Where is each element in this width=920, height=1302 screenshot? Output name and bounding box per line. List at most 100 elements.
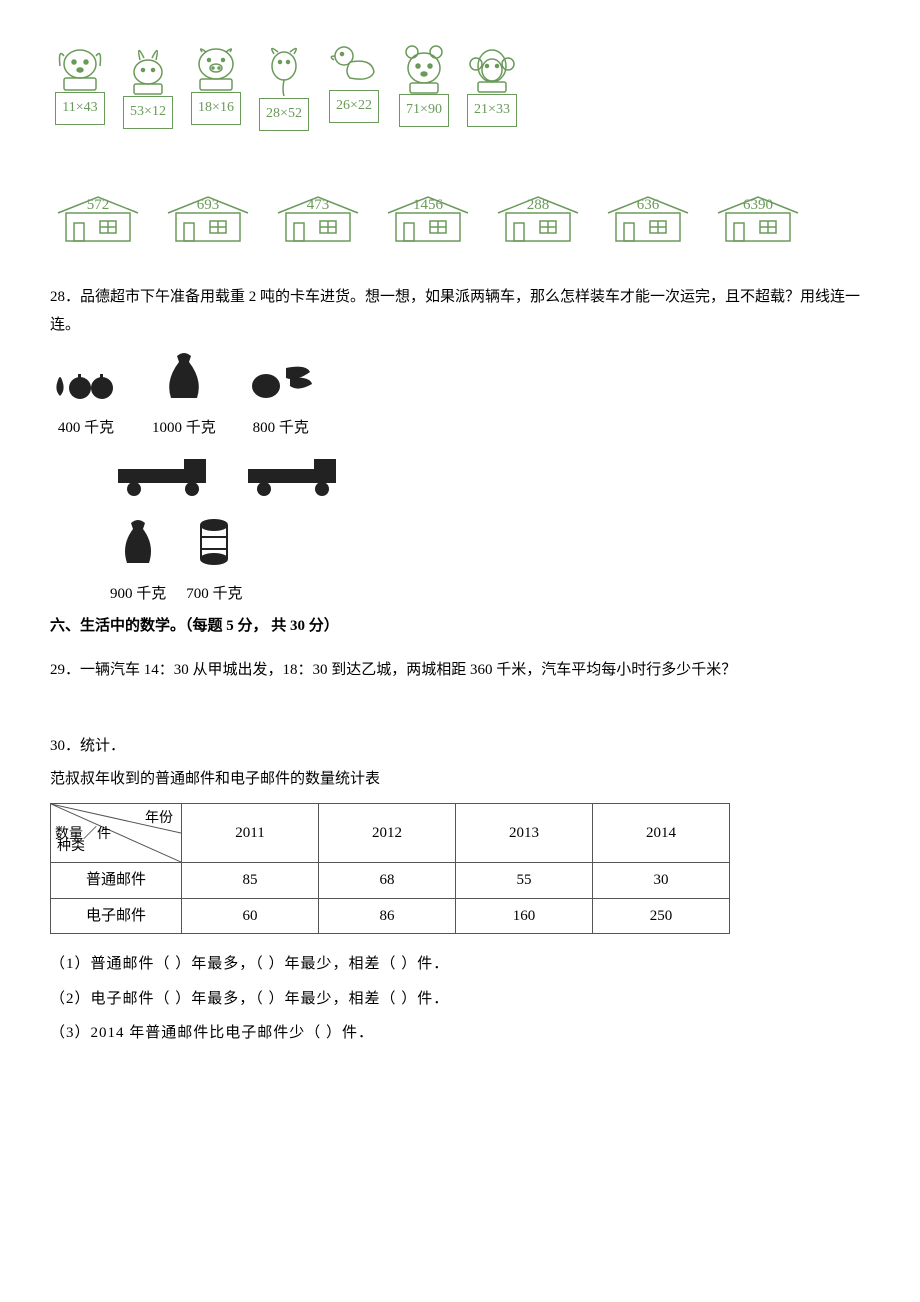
equation-label: 53×12 <box>123 96 173 129</box>
equation-label: 18×16 <box>191 92 241 125</box>
house-item: 636 <box>600 191 696 247</box>
cell: 85 <box>182 863 319 899</box>
good-sack2: 900 千克 <box>110 517 166 608</box>
svg-text:288: 288 <box>527 197 550 213</box>
goods-row-bottom: 900 千克 700 千克 <box>110 517 870 608</box>
svg-text:6390: 6390 <box>743 197 773 213</box>
good-veg: 800 千克 <box>246 358 316 443</box>
q29-body: 一辆汽车 14：30 从甲城出发，18：30 到达乙城，两城相距 360 千米，… <box>80 662 736 678</box>
equation-label: 21×33 <box>467 94 517 127</box>
year-header: 2012 <box>319 804 456 863</box>
table-header-row: 年份 数量／件 种类 2011 2012 2013 2014 <box>51 804 730 863</box>
house-icon: 288 <box>490 191 586 247</box>
table-row: 普通邮件 85 68 55 30 <box>51 863 730 899</box>
year-header: 2011 <box>182 804 319 863</box>
animal-goat: 28×52 <box>254 40 314 131</box>
animal-duck: 26×22 <box>322 40 386 131</box>
q30-sub2: （2）电子邮件（ ）年最多，（ ）年最少，相差（ ）件． <box>50 985 870 1014</box>
q28-number: 28． <box>50 289 80 305</box>
weight-label: 900 千克 <box>110 580 166 609</box>
truck-icon <box>240 451 350 510</box>
equation-label: 71×90 <box>399 94 449 127</box>
q28-text: 28．品德超市下午准备用载重 2 吨的卡车进货。想一想，如果派两辆车，那么怎样装… <box>50 283 870 340</box>
diag-bottom: 种类 <box>57 834 85 861</box>
equation-label: 26×22 <box>329 90 379 123</box>
q30-sub1: （1）普通邮件（ ）年最多，（ ）年最少，相差（ ）件． <box>50 950 870 979</box>
good-sack: 1000 千克 <box>152 350 216 443</box>
weight-label: 400 千克 <box>58 414 114 443</box>
good-fruit: 400 千克 <box>50 362 122 443</box>
weight-label: 1000 千克 <box>152 414 216 443</box>
cell: 160 <box>456 898 593 934</box>
sack-icon <box>159 350 209 413</box>
animal-pig: 18×16 <box>186 40 246 131</box>
equation-label: 11×43 <box>55 92 104 125</box>
year-header: 2014 <box>593 804 730 863</box>
fruit-icon <box>50 362 122 413</box>
section-6-title-text: 六、生活中的数学。（每题 5 分， 共 30 分） <box>50 618 339 634</box>
svg-text:1456: 1456 <box>413 197 444 213</box>
goods-row-top: 400 千克 1000 千克 800 千克 <box>50 350 870 443</box>
cell: 60 <box>182 898 319 934</box>
dog-icon <box>50 40 110 94</box>
bear-icon <box>394 40 454 96</box>
houses-row: 572 693 473 1456 288 636 6390 <box>50 191 870 247</box>
svg-text:636: 636 <box>637 197 660 213</box>
house-icon: 636 <box>600 191 696 247</box>
monkey-icon <box>462 40 522 96</box>
pig-icon <box>186 40 246 94</box>
equation-label: 28×52 <box>259 98 309 131</box>
svg-text:572: 572 <box>87 197 110 213</box>
truck-icon <box>110 451 220 510</box>
weight-label: 700 千克 <box>186 580 242 609</box>
sack2-icon <box>115 517 161 578</box>
animal-rabbit: 53×12 <box>118 40 178 131</box>
q30-title: 统计． <box>80 738 125 754</box>
animal-bear: 71×90 <box>394 40 454 131</box>
cell: 250 <box>593 898 730 934</box>
house-icon: 6390 <box>710 191 806 247</box>
trucks-row <box>110 451 870 510</box>
q29-number: 29． <box>50 662 80 678</box>
diag-top: 年份 <box>145 806 173 833</box>
section-6-title: 六、生活中的数学。（每题 5 分， 共 30 分） <box>50 612 870 641</box>
q28-figure: 400 千克 1000 千克 800 千克 900 千克 700 千克 <box>50 350 870 609</box>
q29-text: 29．一辆汽车 14：30 从甲城出发，18：30 到达乙城，两城相距 360 … <box>50 656 870 685</box>
table-diag-header: 年份 数量／件 种类 <box>51 804 182 863</box>
q30-caption: 范叔叔年收到的普通邮件和电子邮件的数量统计表 <box>50 765 870 794</box>
house-item: 1456 <box>380 191 476 247</box>
house-item: 572 <box>50 191 146 247</box>
q30-heading: 30．统计． <box>50 732 870 761</box>
cell: 68 <box>319 863 456 899</box>
animals-row: 11×43 53×12 18×16 28×52 26×22 71×90 21×33 <box>50 40 870 131</box>
svg-text:473: 473 <box>307 197 330 213</box>
cell: 55 <box>456 863 593 899</box>
animal-dog: 11×43 <box>50 40 110 131</box>
stats-table: 年份 数量／件 种类 2011 2012 2013 2014 普通邮件 85 6… <box>50 803 730 934</box>
veg-icon <box>246 358 316 413</box>
cell: 86 <box>319 898 456 934</box>
svg-text:693: 693 <box>197 197 220 213</box>
table-row: 电子邮件 60 86 160 250 <box>51 898 730 934</box>
animal-monkey: 21×33 <box>462 40 522 131</box>
house-icon: 572 <box>50 191 146 247</box>
house-icon: 473 <box>270 191 366 247</box>
house-item: 288 <box>490 191 586 247</box>
cell: 30 <box>593 863 730 899</box>
house-item: 6390 <box>710 191 806 247</box>
q30-sub3: （3）2014 年普通邮件比电子邮件少（ ）件． <box>50 1019 870 1048</box>
house-item: 693 <box>160 191 256 247</box>
year-header: 2013 <box>456 804 593 863</box>
row-label: 普通邮件 <box>51 863 182 899</box>
weight-label: 800 千克 <box>253 414 309 443</box>
house-icon: 1456 <box>380 191 476 247</box>
duck-icon <box>322 40 386 92</box>
barrel-icon <box>197 517 231 578</box>
goat-icon <box>254 40 314 100</box>
q28-body: 品德超市下午准备用载重 2 吨的卡车进货。想一想，如果派两辆车，那么怎样装车才能… <box>50 289 860 334</box>
row-label: 电子邮件 <box>51 898 182 934</box>
good-barrel: 700 千克 <box>186 517 242 608</box>
house-item: 473 <box>270 191 366 247</box>
q30-number: 30． <box>50 738 80 754</box>
house-icon: 693 <box>160 191 256 247</box>
